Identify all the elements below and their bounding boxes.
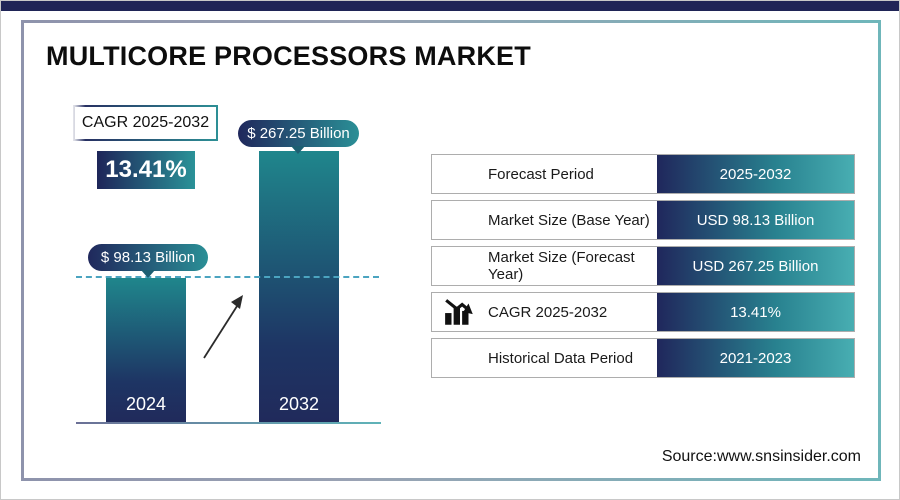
trend-chart-icon (445, 299, 473, 325)
bar-2024-label: 2024 (125, 394, 167, 414)
cagr-value-text: 13.41% (105, 156, 187, 183)
row-value: USD 98.13 Billion (696, 211, 815, 229)
value-pill-2032-pointer (291, 146, 305, 154)
row-label: Market Size (Forecast Year) (488, 249, 635, 283)
chart-baseline (76, 422, 381, 424)
cagr-value-badge: 13.41% (97, 151, 195, 189)
bar-2032-label: 2032 (278, 394, 320, 414)
table-row: Market Size (Base Year) USD 98.13 Billio… (431, 200, 855, 240)
value-pill-2024-pointer (141, 270, 155, 278)
table-row: CAGR 2025-2032 13.41% (431, 292, 855, 332)
row-label: Forecast Period (488, 165, 594, 183)
bar-2024: 2024 (106, 278, 186, 422)
table-row: Historical Data Period 2021-2023 (431, 338, 855, 378)
spec-table: Forecast Period 2025-2032 Market Size (B… (431, 154, 855, 384)
bar-2032: 2032 (259, 151, 339, 422)
row-value: USD 267.25 Billion (692, 257, 819, 275)
cagr-period-label: CAGR 2025-2032 (81, 114, 210, 131)
source-attribution: Source:www.snsinsider.com (661, 448, 861, 465)
cagr-period-box: CAGR 2025-2032 (73, 105, 218, 141)
row-label: Historical Data Period (488, 349, 634, 367)
row-value: 13.41% (730, 303, 781, 321)
reference-dashed-line (76, 276, 379, 278)
page-title: MULTICORE PROCESSORS MARKET (46, 41, 531, 71)
row-label: Market Size (Base Year) (488, 211, 650, 229)
top-accent-bar (1, 1, 899, 11)
growth-arrow-icon (203, 295, 243, 359)
row-value: 2021-2023 (719, 349, 792, 367)
row-value: 2025-2032 (719, 165, 792, 183)
table-row: Market Size (Forecast Year) USD 267.25 B… (431, 246, 855, 286)
row-label: CAGR 2025-2032 (488, 303, 608, 321)
table-row: Forecast Period 2025-2032 (431, 154, 855, 194)
value-pill-2032-text: $ 267.25 Billion (247, 125, 350, 142)
value-pill-2024: $ 98.13 Billion (88, 244, 208, 271)
value-pill-2024-text: $ 98.13 Billion (100, 249, 196, 266)
value-pill-2032: $ 267.25 Billion (238, 120, 359, 147)
